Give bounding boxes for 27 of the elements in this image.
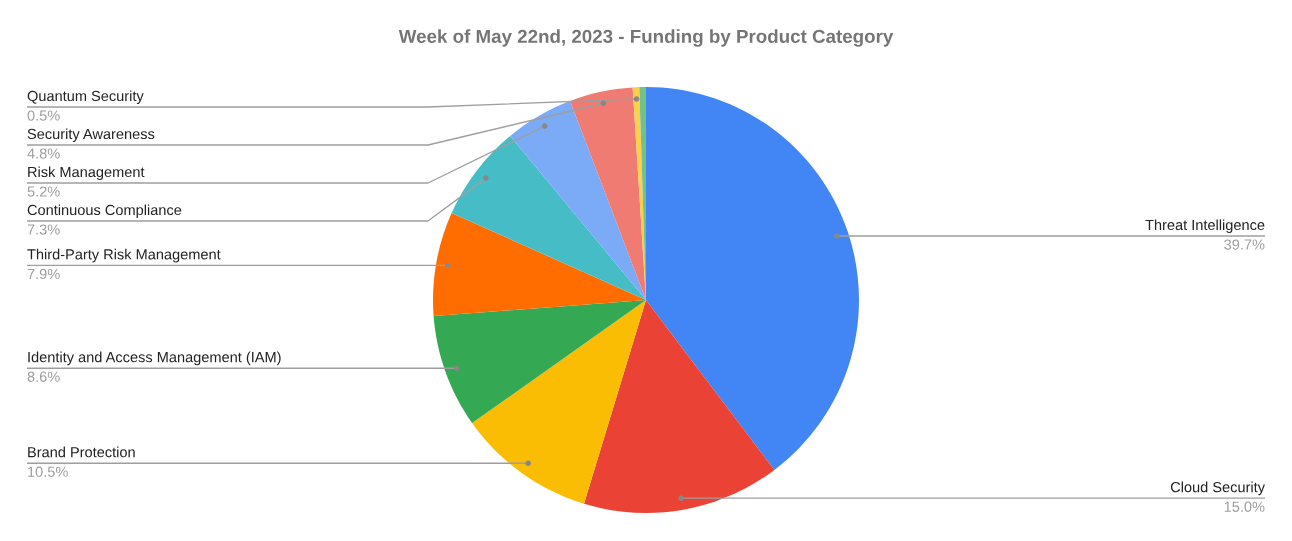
data-label: 15.0%	[1224, 501, 1265, 512]
data-label: 7.9%	[27, 268, 60, 280]
slice-label: Risk Management	[28, 166, 145, 180]
data-label: 39.7%	[1224, 239, 1265, 250]
pie-slice	[570, 87, 646, 300]
slice-label: Brand Protection	[28, 446, 135, 458]
chart-title: Week of May 22nd, 2023 - Funding by Product Category	[398, 29, 894, 47]
pie-slice	[584, 300, 775, 513]
slice-label: Cloud Security	[1170, 481, 1265, 496]
pie-slice	[433, 300, 646, 424]
data-label: 7.3%	[27, 224, 60, 235]
slice-label: Third-Party Risk Management	[27, 248, 221, 263]
pie-slice	[433, 212, 646, 317]
data-label: 5.2%	[27, 186, 60, 197]
pie-slice	[472, 300, 646, 504]
pie-slice	[646, 87, 859, 470]
slice-label: Continuous Compliance	[27, 204, 182, 218]
data-label: 4.8%	[27, 148, 60, 159]
pie-slice	[510, 100, 646, 300]
pie-slice	[451, 135, 646, 300]
data-label: 8.6%	[27, 371, 60, 382]
slice-label: Threat Intelligence	[1145, 219, 1265, 233]
slice-label: Identity and Access Management (IAM)	[28, 351, 281, 366]
slice-label: Quantum Security	[27, 90, 144, 104]
slice-label: Security Awareness	[27, 128, 155, 142]
data-label: 0.5%	[27, 110, 60, 121]
data-label: 10.5%	[28, 466, 68, 477]
